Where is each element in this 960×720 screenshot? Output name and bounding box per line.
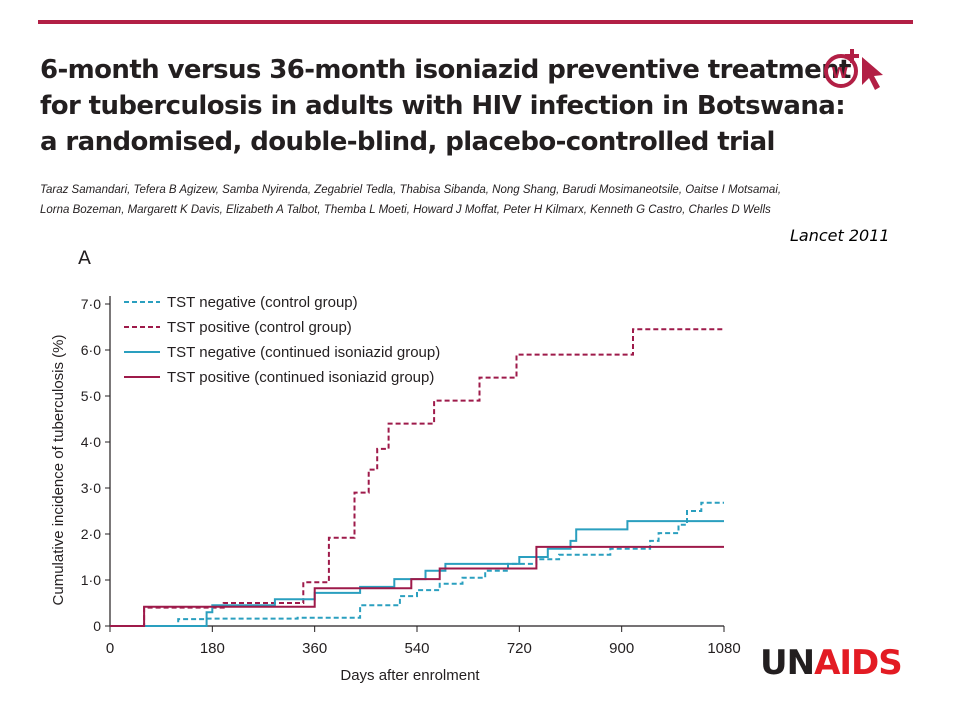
y-tick-label: 7·0 (81, 296, 101, 312)
series-line-4 (110, 545, 724, 627)
author-line: Lorna Bozeman, Margarett K Davis, Elizab… (40, 204, 771, 216)
author-list: Taraz Samandari, Tefera B Agizew, Samba … (40, 180, 830, 220)
x-tick-label: 900 (609, 640, 634, 657)
y-axis-label: Cumulative incidence of tuberculosis (%) (50, 335, 67, 606)
legend-label-2: TST positive (control group) (167, 319, 352, 336)
title-line: for tuberculosis in adults with HIV infe… (40, 91, 846, 121)
y-tick-label: 0 (93, 618, 101, 634)
panel-label: A (78, 247, 91, 269)
legend-label-1: TST negative (control group) (167, 294, 358, 311)
title-line: a randomised, double-blind, placebo-cont… (40, 127, 775, 157)
author-line: Taraz Samandari, Tefera B Agizew, Samba … (40, 184, 782, 196)
y-tick-label: 3·0 (81, 480, 101, 496)
unaids-logo-un: UN (760, 643, 815, 683)
x-tick-label: 1080 (707, 640, 740, 657)
legend-label-3: TST negative (continued isoniazid group) (167, 344, 440, 361)
x-axis-label: Days after enrolment (340, 667, 480, 684)
wiley-crossmark-icon[interactable]: w (822, 45, 894, 93)
y-tick-label: 2·0 (81, 526, 101, 542)
y-tick-label: 1·0 (81, 572, 101, 588)
x-tick-label: 720 (507, 640, 532, 657)
journal-citation: Lancet 2011 (790, 226, 890, 245)
top-accent-rule (38, 20, 913, 24)
x-tick-label: 360 (302, 640, 327, 657)
series-line-3 (110, 520, 724, 627)
article-title: 6-month versus 36-month isoniazid preven… (40, 52, 851, 160)
title-line: 6-month versus 36-month isoniazid preven… (40, 55, 851, 85)
unaids-logo-aids: AIDS (814, 643, 903, 683)
svg-text:w: w (831, 61, 848, 83)
unaids-logo: UNAIDS (760, 643, 903, 683)
y-tick-label: 4·0 (81, 434, 101, 450)
x-tick-label: 540 (404, 640, 429, 657)
y-tick-label: 5·0 (81, 388, 101, 404)
legend-label-4: TST positive (continued isoniazid group) (167, 369, 434, 386)
x-tick-label: 180 (200, 640, 225, 657)
y-tick-label: 6·0 (81, 342, 101, 358)
series-line-1 (110, 501, 724, 627)
x-tick-label: 0 (106, 640, 114, 657)
series-line-2 (110, 328, 724, 627)
